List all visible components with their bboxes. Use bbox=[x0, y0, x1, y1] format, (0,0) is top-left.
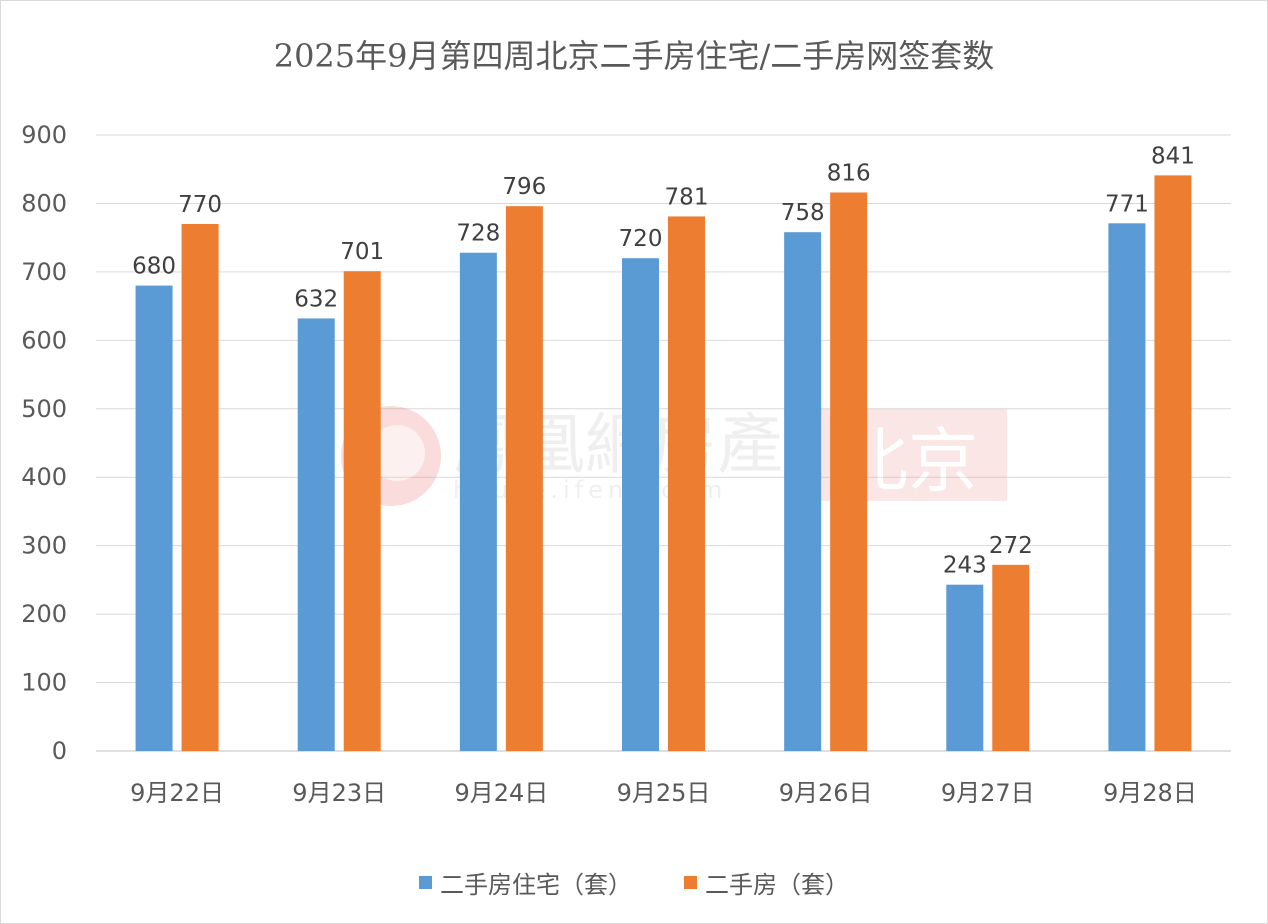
data-label: 728 bbox=[456, 221, 500, 247]
chart-title: 2025年9月第四周北京二手房住宅/二手房网签套数 bbox=[273, 37, 995, 75]
bar-series-2 bbox=[992, 564, 1030, 751]
watermark-brand: 鳳凰網房產 bbox=[453, 406, 783, 483]
bar-series-2 bbox=[1154, 175, 1192, 752]
legend: 二手房住宅（套） 二手房（套） bbox=[1, 865, 1267, 900]
bar-series-1 bbox=[297, 318, 335, 751]
legend-item-1: 二手房住宅（套） bbox=[419, 865, 632, 900]
y-tick-label: 800 bbox=[21, 189, 67, 217]
data-label: 796 bbox=[502, 174, 546, 200]
data-label: 841 bbox=[1151, 143, 1195, 169]
y-tick-label: 500 bbox=[21, 395, 67, 423]
x-axis-ticks: 9月22日 9月23日 9月24日 9月25日 9月26日 9月27日 9月28日 bbox=[130, 779, 1197, 807]
y-tick-label: 100 bbox=[21, 669, 67, 697]
bar-series-2 bbox=[505, 206, 543, 751]
data-label: 680 bbox=[132, 254, 176, 280]
y-tick-label: 900 bbox=[21, 121, 67, 149]
bar-series-1 bbox=[622, 258, 659, 751]
x-tick-label: 9月28日 bbox=[1103, 779, 1197, 807]
bar-series-1 bbox=[459, 252, 497, 752]
legend-label: 二手房住宅（套） bbox=[440, 871, 632, 899]
data-label: 770 bbox=[178, 192, 222, 218]
y-tick-label: 400 bbox=[21, 463, 67, 491]
x-tick-label: 9月26日 bbox=[779, 779, 873, 807]
data-label: 816 bbox=[827, 160, 871, 186]
legend-item-2: 二手房（套） bbox=[684, 865, 849, 900]
data-label: 632 bbox=[294, 286, 338, 312]
y-tick-label: 200 bbox=[21, 600, 67, 628]
grid-lines bbox=[96, 134, 1231, 752]
bar-series-1 bbox=[1108, 223, 1146, 751]
bar-series-1 bbox=[784, 232, 822, 752]
bar-series-1 bbox=[946, 584, 984, 751]
x-tick-label: 9月24日 bbox=[454, 779, 548, 807]
bar-series-2 bbox=[830, 192, 868, 751]
y-tick-label: 700 bbox=[21, 258, 67, 286]
legend-label: 二手房（套） bbox=[705, 871, 849, 899]
legend-swatch bbox=[419, 876, 432, 889]
x-tick-label: 9月25日 bbox=[617, 779, 711, 807]
data-label: 243 bbox=[943, 553, 987, 579]
data-label: 781 bbox=[665, 184, 709, 210]
y-axis-ticks: 0 100 200 300 400 500 600 700 800 900 bbox=[21, 121, 67, 765]
bar-series-1 bbox=[135, 285, 173, 751]
y-tick-label: 600 bbox=[21, 326, 67, 354]
bar-series-2 bbox=[181, 223, 219, 751]
x-tick-label: 9月22日 bbox=[130, 779, 224, 807]
data-label: 701 bbox=[340, 239, 384, 265]
y-tick-label: 0 bbox=[52, 737, 67, 765]
x-tick-label: 9月27日 bbox=[941, 779, 1035, 807]
bar-series-2 bbox=[668, 216, 705, 752]
data-label: 272 bbox=[989, 533, 1033, 559]
data-label: 771 bbox=[1105, 191, 1149, 217]
legend-swatch bbox=[684, 876, 697, 889]
bar-series bbox=[135, 175, 1192, 752]
x-tick-label: 9月23日 bbox=[292, 779, 386, 807]
bar-series-2 bbox=[343, 271, 381, 751]
y-tick-label: 300 bbox=[21, 532, 67, 560]
ifeng-logo-swirl-icon bbox=[369, 425, 425, 481]
data-label: 758 bbox=[781, 200, 825, 226]
data-label: 720 bbox=[619, 226, 663, 252]
